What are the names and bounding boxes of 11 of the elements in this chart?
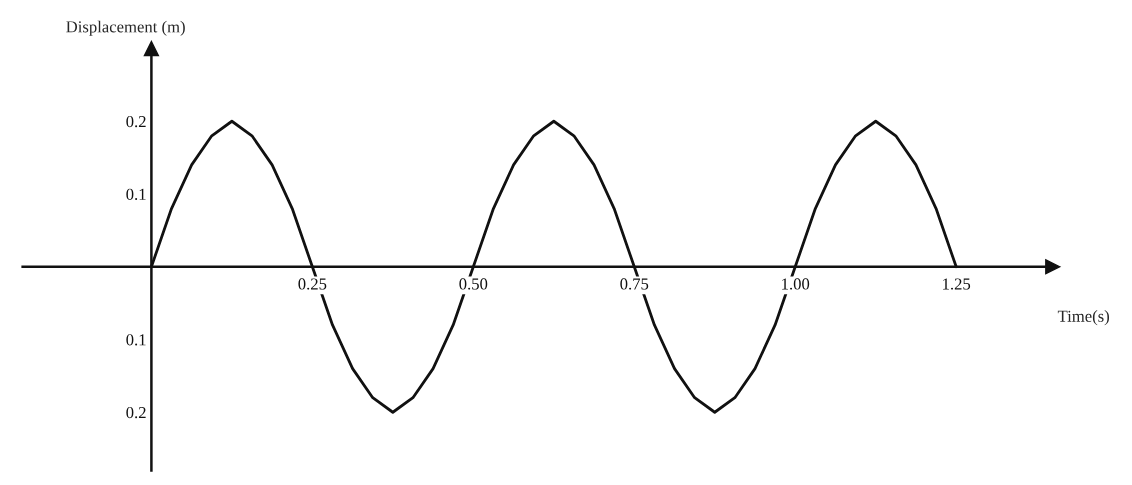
- y-tick-label: 0.1: [126, 334, 146, 346]
- x-tick-label: 1.00: [782, 278, 810, 290]
- y-axis-title: Displacement (m): [66, 20, 185, 36]
- y-tick-label: 0.1: [126, 188, 146, 201]
- x-tick-label: 0.25: [298, 278, 327, 290]
- y-tick-label: 0.2: [126, 115, 146, 128]
- x-axis-title: Time(s): [1057, 310, 1110, 326]
- x-tick-label: 0.50: [459, 278, 488, 290]
- y-tick-label: 0.2: [126, 406, 146, 419]
- x-tick-label: 1.25: [943, 278, 971, 290]
- x-tick-label: 0.75: [620, 278, 649, 290]
